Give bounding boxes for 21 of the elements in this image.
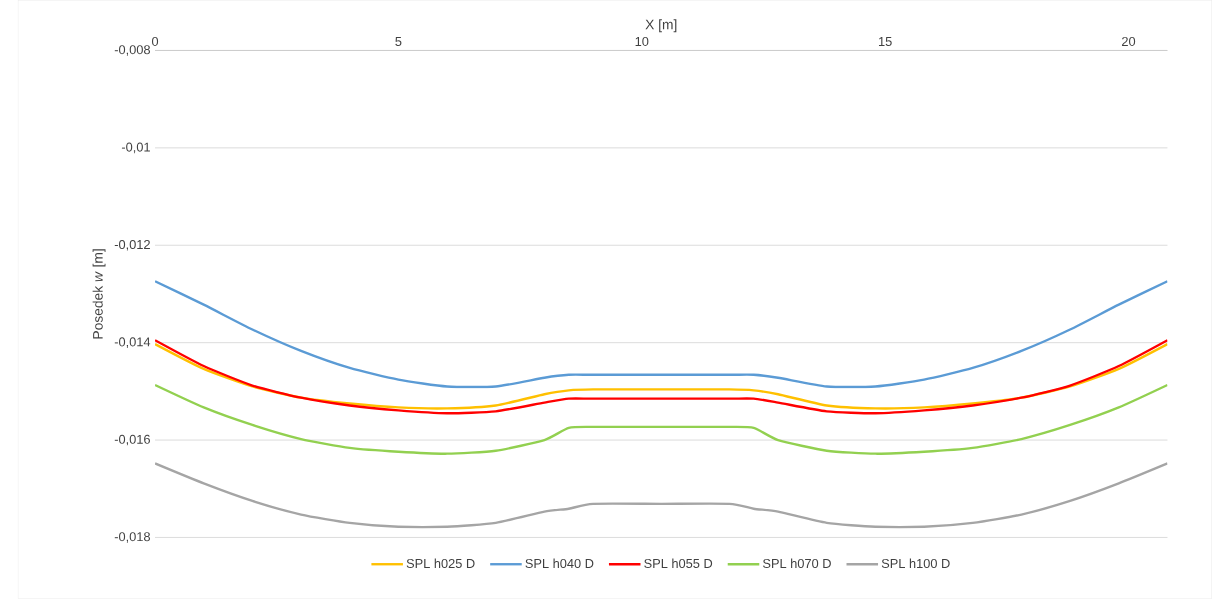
line-series bbox=[155, 280, 1168, 389]
legend-label: SPL h040 D bbox=[525, 558, 594, 569]
line-series bbox=[155, 383, 1168, 455]
line-series bbox=[155, 462, 1168, 529]
y-tick-label: -0,018 bbox=[114, 532, 151, 543]
x-tick-label: 15 bbox=[878, 37, 892, 47]
legend-label: SPL h025 D bbox=[406, 558, 475, 569]
y-tick-label: -0,016 bbox=[114, 434, 150, 446]
x-tick-label: 10 bbox=[635, 37, 649, 47]
y-tick-label: -0,012 bbox=[114, 240, 150, 251]
x-tick-label: 5 bbox=[395, 37, 402, 47]
legend-label: SPL h070 D bbox=[763, 558, 831, 569]
y-tick-label: -0,014 bbox=[114, 337, 151, 349]
x-tick-label: 20 bbox=[1122, 37, 1136, 47]
y-tick-label: -0,008 bbox=[114, 45, 151, 56]
legend-label: SPL h100 D bbox=[881, 558, 950, 569]
y-axis-title: Posedek w [m] bbox=[92, 249, 106, 339]
x-tick-label: 0 bbox=[151, 37, 159, 47]
legend-label: SPL h055 D bbox=[644, 558, 713, 569]
x-axis-title: X [m] bbox=[645, 19, 677, 33]
y-tick-label: -0,01 bbox=[121, 142, 150, 154]
